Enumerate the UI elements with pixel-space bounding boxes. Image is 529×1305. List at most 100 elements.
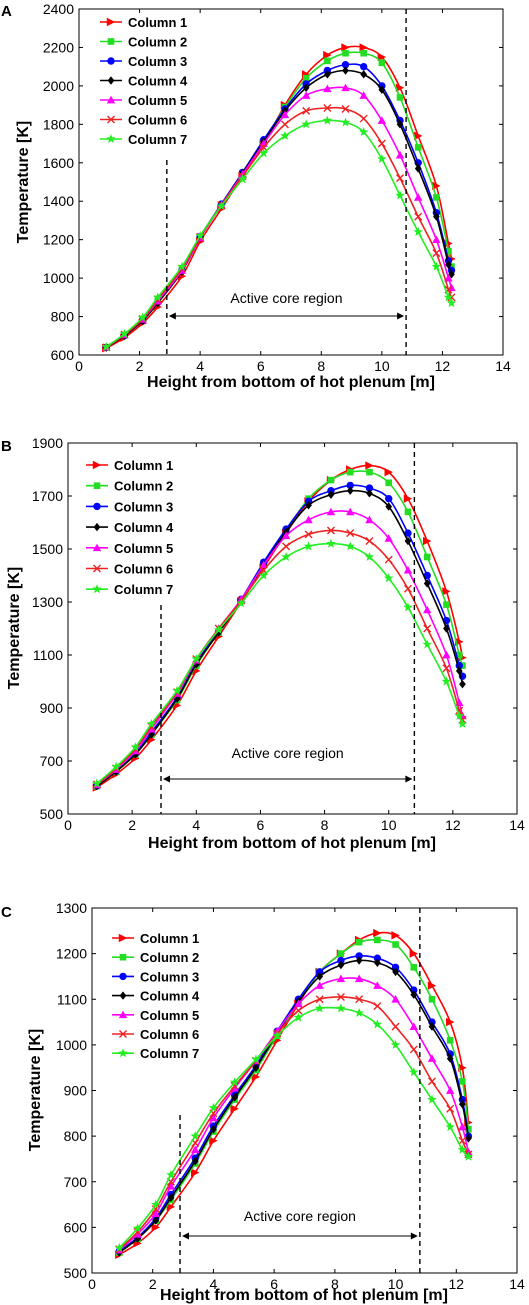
data-point: [365, 461, 374, 470]
data-point: [195, 230, 205, 240]
data-point: [302, 83, 310, 93]
active-core-annotation: Active core region: [179, 908, 421, 1273]
x-tick-label: 8: [321, 817, 329, 833]
series-line: [105, 119, 453, 348]
y-tick-label: 700: [40, 753, 64, 769]
data-point: [118, 933, 128, 943]
panel-letter-b: B: [1, 438, 12, 455]
arrow-head-left: [168, 312, 176, 320]
data-point: [107, 57, 115, 65]
data-point: [166, 1202, 176, 1212]
data-point: [428, 995, 436, 1003]
y-tick-label: 500: [40, 806, 64, 822]
series-line: [118, 1006, 470, 1249]
data-point: [336, 1003, 346, 1013]
data-point: [166, 1182, 176, 1190]
x-tick-label: 6: [257, 817, 265, 833]
legend: Column 1 Column 2 Column 3 Column 4 Column 5…: [100, 15, 188, 147]
data-point: [294, 1006, 303, 1015]
data-point: [236, 598, 246, 608]
data-point: [427, 981, 437, 990]
data-point: [354, 974, 364, 983]
y-tick-label: 1000: [56, 1037, 87, 1053]
data-point: [119, 972, 127, 981]
data-point: [446, 298, 457, 308]
data-point: [151, 1223, 160, 1232]
data-point: [358, 127, 369, 137]
data-point: [372, 1019, 383, 1029]
legend-entry: Column 3: [128, 54, 187, 69]
data-point: [280, 130, 290, 140]
series-line: [96, 542, 464, 785]
data-point: [373, 954, 382, 962]
data-point: [446, 1037, 454, 1044]
axis-ticks: 0 2 4 6 8 10 12 14 500 600 700 800 900 1000 1100 1200 13…: [56, 900, 525, 1292]
data-point: [428, 1077, 436, 1086]
data-point: [237, 174, 248, 184]
data-point: [432, 181, 441, 191]
data-point: [444, 273, 453, 282]
data-point: [315, 968, 324, 976]
data-point: [373, 958, 381, 967]
data-point: [251, 1072, 261, 1082]
data-point: [365, 515, 374, 524]
data-point: [414, 144, 422, 151]
data-point: [355, 938, 363, 946]
axis-ticks: 0 2 4 6 8 10 12 14 600 800 1000 1200 1400 1600 1800 200…: [43, 1, 511, 374]
panel-letter-a: A: [1, 3, 12, 20]
arrow-head-right: [397, 312, 405, 320]
data-point: [118, 1048, 128, 1058]
active-core-annotation: Active core region: [166, 9, 407, 355]
data-point: [137, 312, 148, 322]
legend-entry: Column 7: [140, 1046, 199, 1061]
series-lines: [114, 928, 474, 1259]
panel-b: B 0 2 4 6 8 10 12 14 500 700 900 1100 1300 1500 1700 19…: [1, 435, 525, 852]
legend-entry: Column 6: [114, 562, 173, 577]
y-tick-label: 1300: [56, 900, 87, 916]
x-axis-label: Height from bottom of hot plenum [m]: [160, 1287, 448, 1304]
data-point: [404, 536, 412, 546]
data-point: [391, 1022, 400, 1031]
data-point: [152, 292, 163, 302]
data-point: [106, 134, 116, 144]
data-point: [302, 74, 310, 82]
y-tick-label: 1600: [43, 155, 74, 171]
series-line: [118, 996, 470, 1250]
data-point: [133, 1227, 142, 1236]
data-point: [458, 1099, 466, 1109]
data-point: [458, 1122, 467, 1131]
data-point: [272, 1030, 282, 1040]
legend-entry: Column 3: [140, 969, 199, 984]
x-tick-label: 14: [495, 358, 511, 374]
data-point: [134, 1234, 141, 1243]
data-point: [377, 116, 387, 124]
legend-entry: Column 5: [140, 1008, 199, 1023]
data-point: [395, 83, 405, 93]
data-point: [133, 1230, 142, 1238]
data-point: [293, 1012, 304, 1022]
data-point: [341, 61, 350, 69]
x-tick-label: 14: [509, 1276, 525, 1292]
data-point: [119, 953, 127, 961]
data-point: [316, 972, 324, 981]
data-point: [432, 249, 441, 258]
data-point: [445, 260, 452, 269]
data-point: [323, 50, 332, 60]
data-point: [92, 543, 102, 552]
arrow-head-left: [163, 775, 171, 783]
data-point: [431, 261, 442, 271]
data-point: [166, 1169, 176, 1179]
y-tick-label: 600: [51, 347, 75, 363]
data-point: [323, 103, 332, 112]
data-point: [390, 1039, 401, 1049]
data-point: [341, 43, 350, 52]
data-point: [355, 995, 364, 1004]
data-point: [152, 1216, 160, 1225]
data-point: [409, 1045, 418, 1054]
data-point: [385, 502, 393, 511]
data-point: [172, 685, 182, 695]
data-point: [336, 974, 346, 983]
data-point: [432, 235, 441, 244]
data-point: [92, 778, 102, 788]
data-point: [354, 1007, 364, 1017]
